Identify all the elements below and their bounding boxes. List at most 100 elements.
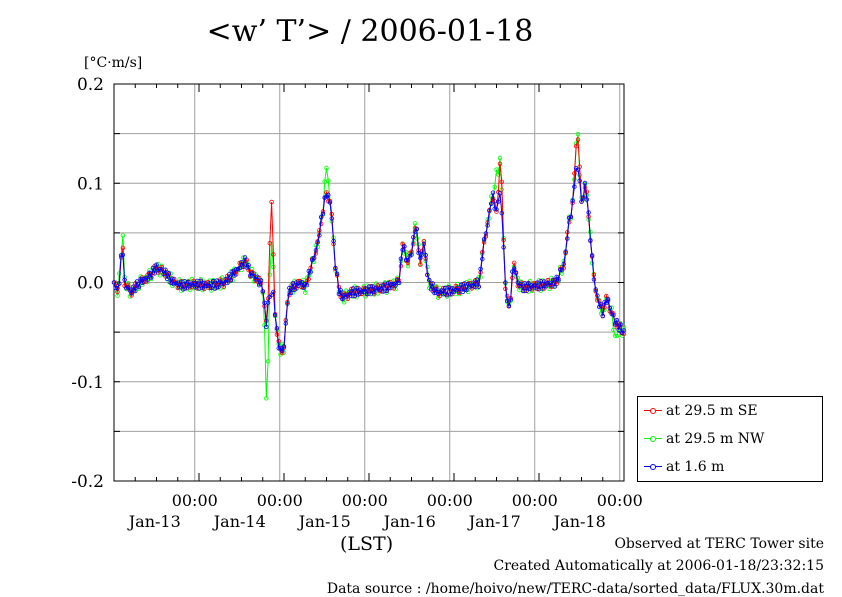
point-low (170, 276, 175, 281)
point-nw (614, 333, 620, 339)
point-low (207, 281, 212, 286)
point-se (306, 276, 311, 282)
point-low (384, 288, 389, 294)
point-low (154, 262, 159, 267)
x-tick-time: 00:00 (342, 491, 388, 510)
point-low (388, 286, 393, 291)
point-low (246, 263, 251, 268)
point-low (474, 277, 480, 282)
point-low (354, 286, 359, 291)
point-low (489, 201, 494, 206)
chart-title: <w’ T’> / 2006-01-18 (206, 14, 534, 49)
created-note: Created Automatically at 2006-01-18/23:3… (493, 558, 824, 574)
point-low (326, 192, 331, 198)
point-low (405, 258, 411, 263)
point-low (145, 277, 150, 282)
legend-item-se: at 29.5 m SE (644, 402, 758, 420)
series-low (111, 166, 627, 354)
point-low (591, 277, 597, 282)
x-tick-time: 00:00 (257, 491, 303, 510)
point-low (425, 272, 430, 277)
point-low (120, 252, 126, 258)
point-low (147, 270, 152, 275)
point-low (526, 281, 531, 286)
point-low (499, 210, 504, 216)
point-se (512, 260, 517, 265)
point-low (283, 321, 288, 326)
point-low (257, 283, 262, 288)
point-low (400, 247, 405, 253)
point-low (281, 344, 287, 349)
y-tick-label: 0.0 (77, 274, 104, 294)
legend-label-se: at 29.5 m SE (666, 403, 758, 419)
point-se (267, 240, 272, 246)
point-low (598, 302, 604, 307)
point-low (494, 207, 499, 212)
site-note: Observed at TERC Tower site (614, 536, 824, 552)
point-low (333, 265, 338, 271)
point-low (304, 282, 310, 288)
point-low (600, 314, 605, 319)
point-low (414, 226, 419, 232)
point-low (129, 291, 134, 296)
point-low (411, 235, 416, 240)
legend: at 29.5 m SE at 29.5 m NW at 1.6 m (637, 396, 823, 482)
point-low (508, 297, 513, 302)
point-nw (515, 275, 520, 281)
series-se (111, 137, 627, 356)
point-low (368, 291, 373, 297)
point-low (404, 257, 409, 262)
point-low (150, 265, 156, 270)
point-nw (324, 165, 329, 171)
point-low (513, 270, 519, 276)
point-low (338, 288, 343, 293)
series-line-se (113, 139, 625, 355)
point-low (136, 284, 141, 290)
series-layer (111, 131, 627, 401)
point-low (118, 253, 124, 258)
point-low (524, 288, 529, 293)
point-low (242, 255, 248, 260)
point-low (565, 236, 570, 241)
point-low (287, 285, 292, 291)
x-tick-date: Jan-13 (127, 512, 181, 531)
point-nw (117, 271, 122, 276)
point-low (280, 348, 285, 354)
point-nw (187, 287, 193, 293)
point-low (485, 223, 490, 228)
point-low (595, 293, 600, 298)
point-low (506, 303, 512, 309)
x-tick-time: 00:00 (172, 491, 218, 510)
point-nw (487, 216, 492, 221)
point-nw (120, 233, 126, 238)
point-low (551, 277, 556, 282)
point-low (389, 281, 395, 287)
point-low (416, 250, 421, 256)
point-low (476, 284, 481, 289)
point-low (464, 287, 469, 293)
point-low (134, 279, 140, 284)
point-low (299, 280, 304, 285)
point-low (427, 277, 432, 283)
y-tick-label: 0.1 (77, 174, 104, 194)
point-low (223, 277, 228, 282)
point-low (219, 281, 225, 286)
point-low (177, 285, 182, 290)
x-tick-time: 00:00 (597, 491, 643, 510)
point-low (111, 280, 117, 285)
point-low (529, 283, 535, 288)
point-low (478, 266, 483, 272)
point-low (140, 280, 145, 286)
point-low (480, 256, 485, 262)
point-low (239, 260, 244, 265)
point-nw (315, 244, 320, 250)
point-low (288, 290, 294, 296)
point-low (113, 285, 118, 291)
point-low (308, 270, 313, 275)
point-low (577, 178, 582, 183)
point-low (533, 285, 538, 290)
point-low (370, 284, 375, 289)
point-se (166, 272, 172, 277)
legend-label-nw: at 29.5 m NW (666, 431, 765, 447)
point-low (616, 327, 621, 333)
